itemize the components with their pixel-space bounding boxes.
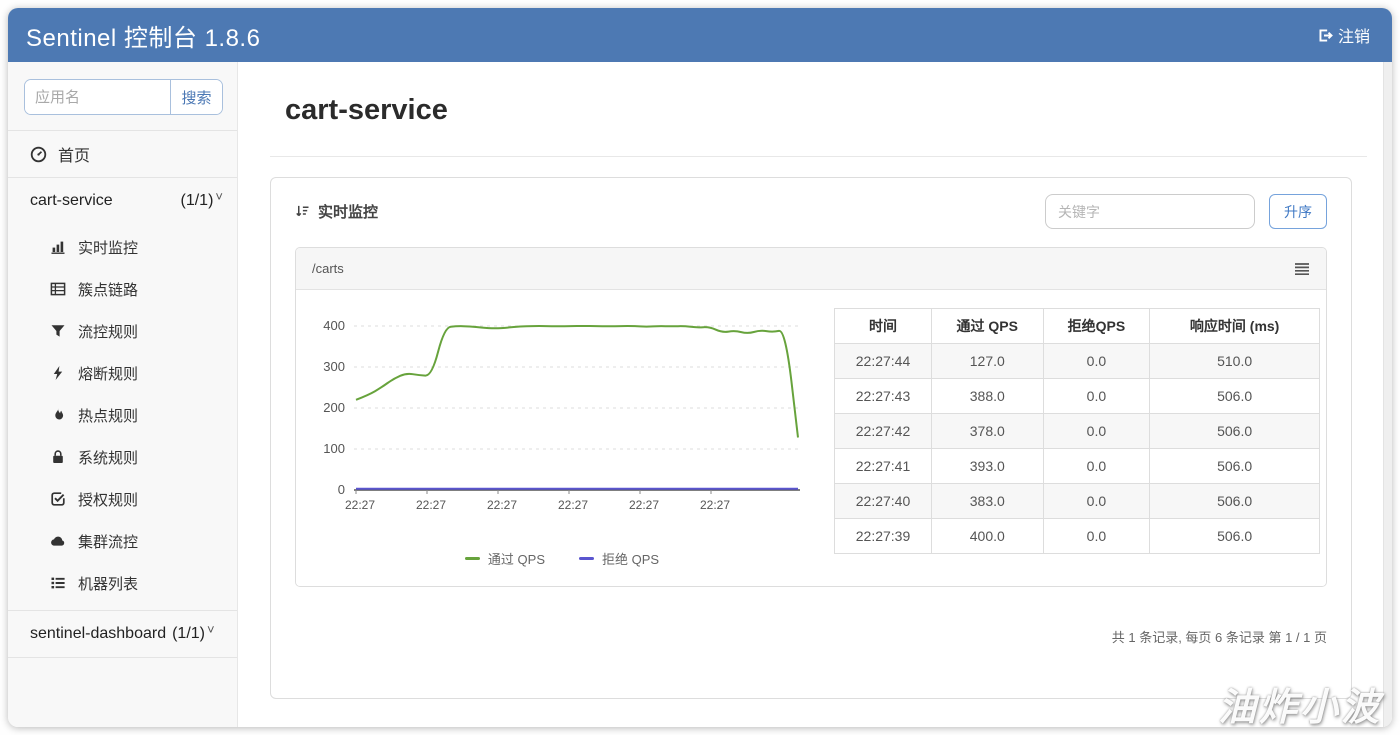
svg-text:0: 0 — [338, 482, 345, 497]
home-label: 首页 — [58, 148, 91, 165]
sidebar-item-degrade-rules[interactable]: 熔断规则 — [8, 352, 237, 394]
qps-chart: 0 100 200 300 400 22:27 22:27 22:27 22:27 22:27 22… — [308, 304, 816, 568]
menu-label: 流控规则 — [78, 323, 139, 341]
sidebar-item-system-rules[interactable]: 系统规则 — [8, 436, 237, 478]
qps-table: 时间 通过 QPS 拒绝QPS 响应时间 (ms) 22:27:44 127.0 0… — [834, 308, 1320, 568]
block-qps-legend-swatch — [579, 557, 594, 560]
keyword-input[interactable] — [1045, 194, 1255, 229]
search-button[interactable]: 搜索 — [170, 80, 222, 114]
svg-text:22:27: 22:27 — [700, 498, 730, 512]
qps-table-body: 22:27:44 127.0 0.0 510.0 22:27:43 388.0 0.0 506… — [834, 343, 1320, 554]
svg-text:300: 300 — [323, 359, 345, 374]
sidebar-item-home[interactable]: 首页 — [8, 131, 237, 177]
table-row: 22:27:39 400.0 0.0 506.0 — [834, 518, 1320, 554]
filter-icon — [50, 323, 66, 339]
pass-qps-legend-label: 通过 QPS — [487, 552, 545, 567]
chart-legend: 通过 QPS 拒绝 QPS — [308, 549, 816, 568]
app-submenu: 实时监控 簇点链路 流控规则 — [8, 224, 237, 610]
scrollbar[interactable] — [1383, 62, 1392, 727]
lock-icon — [50, 449, 66, 465]
sidebar-item-cluster-flow[interactable]: 集群流控 — [8, 520, 237, 562]
logout-label: 注销 — [1337, 29, 1370, 46]
pass-qps-legend-swatch — [464, 557, 480, 560]
sidebar-item-cluster-link[interactable]: 簇点链路 — [8, 268, 237, 310]
divider — [8, 657, 237, 658]
sidebar-item-authority-rules[interactable]: 授权规则 — [8, 478, 237, 520]
table-row: 22:27:43 388.0 0.0 506.0 — [834, 378, 1320, 414]
table-icon — [50, 281, 66, 297]
block-qps-legend-label: 拒绝 QPS — [602, 552, 660, 567]
sidebar-app-sentinel-dashboard[interactable]: sentinel-dashboard (1/1) ˅ — [8, 611, 237, 657]
menu-label: 簇点链路 — [78, 281, 139, 299]
sidebar-item-param-flow-rules[interactable]: 热点规则 — [8, 394, 237, 436]
divider — [8, 130, 237, 131]
sign-out-icon — [1316, 27, 1333, 44]
resource-card: /carts 0 100 200 300 400 22:27 22:27 22:27 22:27… — [295, 247, 1327, 587]
svg-text:22:27: 22:27 — [345, 498, 375, 512]
sidebar-item-machine-list[interactable]: 机器列表 — [8, 562, 237, 604]
svg-text:100: 100 — [323, 441, 345, 456]
sort-asc-button[interactable]: 升序 — [1269, 194, 1327, 229]
col-block-qps: 拒绝QPS — [1042, 308, 1151, 344]
pagination-summary: 共 1 条记录, 每页 6 条记录 第 1 / 1 页 — [1111, 630, 1327, 645]
table-row: 22:27:44 127.0 0.0 510.0 — [834, 343, 1320, 379]
sidebar: 搜索 首页 cart-service (1/1) ˅ — [8, 62, 238, 727]
check-square-icon — [50, 491, 66, 507]
table-row: 22:27:42 378.0 0.0 506.0 — [834, 413, 1320, 449]
page-title: cart-service — [285, 94, 448, 126]
menu-label: 授权规则 — [78, 491, 139, 509]
svg-text:22:27: 22:27 — [629, 498, 659, 512]
sidebar-item-flow-rules[interactable]: 流控规则 — [8, 310, 237, 352]
realtime-monitor-panel: 实时监控 升序 /carts — [270, 177, 1352, 699]
divider — [8, 610, 237, 611]
resource-name: /carts — [312, 261, 344, 276]
svg-text:200: 200 — [323, 400, 345, 415]
bar-chart-icon — [50, 239, 66, 255]
chevron-down-icon: ˅ — [215, 188, 223, 204]
menu-label: 集群流控 — [78, 533, 139, 551]
dashboard-icon — [30, 146, 47, 163]
divider — [270, 156, 1367, 157]
app-window: Sentinel 控制台 1.8.6 注销 搜索 首页 — [8, 8, 1392, 727]
app-title: Sentinel 控制台 1.8.6 — [26, 24, 261, 52]
app-count: (1/1) — [172, 625, 205, 642]
main-content: cart-service 实时监控 升序 — [238, 62, 1392, 727]
table-row: 22:27:41 393.0 0.0 506.0 — [834, 448, 1320, 484]
sidebar-item-realtime-monitor[interactable]: 实时监控 — [8, 226, 237, 268]
hamburger-menu-icon[interactable] — [1294, 262, 1310, 276]
panel-title-label: 实时监控 — [318, 204, 379, 221]
svg-text:400: 400 — [323, 318, 345, 333]
fire-icon — [50, 407, 66, 423]
col-pass-qps: 通过 QPS — [931, 308, 1044, 344]
chevron-down-icon: ˅ — [207, 621, 215, 637]
menu-label: 系统规则 — [78, 449, 139, 467]
app-count: (1/1) — [180, 192, 214, 209]
svg-text:22:27: 22:27 — [558, 498, 588, 512]
app-name: sentinel-dashboard — [30, 625, 167, 642]
logout-button[interactable]: 注销 — [1316, 23, 1370, 47]
bolt-icon — [50, 365, 66, 381]
cloud-icon — [50, 533, 66, 549]
svg-text:22:27: 22:27 — [487, 498, 517, 512]
table-header-row: 时间 通过 QPS 拒绝QPS 响应时间 (ms) — [834, 308, 1320, 344]
menu-label: 机器列表 — [78, 575, 139, 593]
sort-amount-icon — [295, 204, 310, 219]
col-time: 时间 — [834, 308, 932, 344]
col-rt: 响应时间 (ms) — [1149, 308, 1320, 344]
app-name: cart-service — [30, 192, 113, 209]
app-search-input[interactable] — [25, 80, 170, 114]
menu-label: 熔断规则 — [78, 365, 139, 383]
menu-label: 热点规则 — [78, 407, 139, 425]
table-row: 22:27:40 383.0 0.0 506.0 — [834, 483, 1320, 519]
sidebar-app-cart-service[interactable]: cart-service (1/1) ˅ — [8, 178, 237, 224]
top-navbar: Sentinel 控制台 1.8.6 注销 — [8, 8, 1392, 62]
menu-label: 实时监控 — [78, 239, 139, 257]
divider — [8, 177, 237, 178]
svg-text:22:27: 22:27 — [416, 498, 446, 512]
list-icon — [50, 575, 66, 591]
